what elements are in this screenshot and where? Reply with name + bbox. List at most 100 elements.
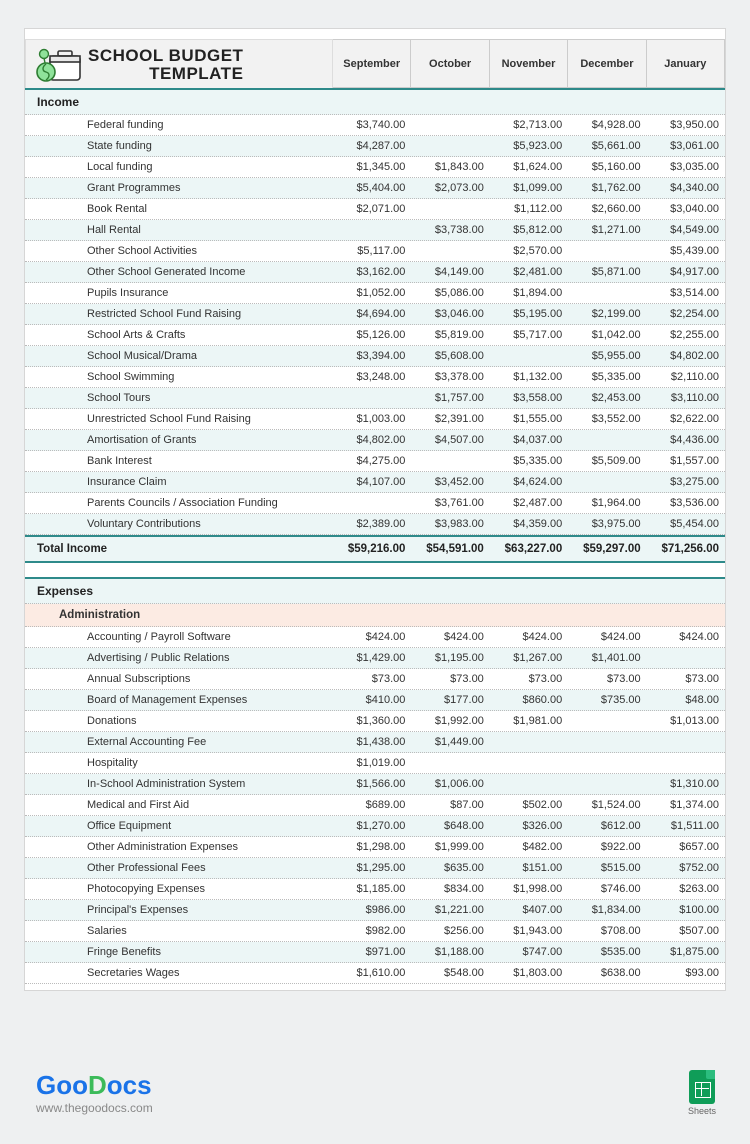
table-row: Federal funding$3,740.00$2,713.00$4,928.…: [25, 115, 725, 136]
cell: $73.00: [568, 669, 646, 689]
row-cells: $424.00$424.00$424.00$424.00$424.00: [333, 627, 725, 647]
table-row: Other School Activities$5,117.00$2,570.0…: [25, 241, 725, 262]
row-label: Principal's Expenses: [25, 900, 333, 920]
table-row: School Musical/Drama$3,394.00$5,608.00$5…: [25, 346, 725, 367]
row-cells: $982.00$256.00$1,943.00$708.00$507.00: [333, 921, 725, 941]
sheets-label: Sheets: [688, 1106, 716, 1116]
cell: $5,335.00: [490, 451, 568, 471]
expense-rows: Accounting / Payroll Software$424.00$424…: [25, 627, 725, 984]
cell: $73.00: [647, 669, 725, 689]
table-row: Other Professional Fees$1,295.00$635.00$…: [25, 858, 725, 879]
table-row: Salaries$982.00$256.00$1,943.00$708.00$5…: [25, 921, 725, 942]
row-cells: $1,345.00$1,843.00$1,624.00$5,160.00$3,0…: [333, 157, 725, 177]
table-row: Annual Subscriptions$73.00$73.00$73.00$7…: [25, 669, 725, 690]
row-cells: $5,117.00$2,570.00$5,439.00: [333, 241, 725, 261]
row-label: Photocopying Expenses: [25, 879, 333, 899]
table-row: Parents Councils / Association Funding$3…: [25, 493, 725, 514]
row-cells: $3,162.00$4,149.00$2,481.00$5,871.00$4,9…: [333, 262, 725, 282]
cell: $5,812.00: [490, 220, 568, 240]
cell: $4,917.00: [647, 262, 725, 282]
cell: $657.00: [647, 837, 725, 857]
cell: $3,035.00: [647, 157, 725, 177]
table-row: Pupils Insurance$1,052.00$5,086.00$1,894…: [25, 283, 725, 304]
table-row: School Tours$1,757.00$3,558.00$2,453.00$…: [25, 388, 725, 409]
section-gap: [25, 563, 725, 577]
table-row: Other School Generated Income$3,162.00$4…: [25, 262, 725, 283]
row-cells: $4,802.00$4,507.00$4,037.00$4,436.00: [333, 430, 725, 450]
cell: $982.00: [333, 921, 411, 941]
cell: $424.00: [490, 627, 568, 647]
row-cells: $4,694.00$3,046.00$5,195.00$2,199.00$2,2…: [333, 304, 725, 324]
cell: $2,391.00: [411, 409, 489, 429]
income-section-label: Income: [25, 90, 725, 115]
cell: $2,110.00: [647, 367, 725, 387]
row-cells: $5,126.00$5,819.00$5,717.00$1,042.00$2,2…: [333, 325, 725, 345]
row-label: Hall Rental: [25, 220, 333, 240]
row-label: Amortisation of Grants: [25, 430, 333, 450]
cell: $1,964.00: [568, 493, 646, 513]
row-label: Grant Programmes: [25, 178, 333, 198]
month-header: October: [411, 39, 489, 88]
cell: $2,622.00: [647, 409, 725, 429]
cell: $1,221.00: [411, 900, 489, 920]
cell: $635.00: [411, 858, 489, 878]
cell: $1,762.00: [568, 178, 646, 198]
cell: $100.00: [647, 900, 725, 920]
cell: $1,052.00: [333, 283, 411, 303]
title-cell: SCHOOL BUDGET TEMPLATE: [25, 39, 333, 88]
cell: $482.00: [490, 837, 568, 857]
cell: $151.00: [490, 858, 568, 878]
brand-logo: GooDocs: [36, 1071, 153, 1100]
cell: $1,013.00: [647, 711, 725, 731]
row-cells: $4,275.00$5,335.00$5,509.00$1,557.00: [333, 451, 725, 471]
cell: $5,195.00: [490, 304, 568, 324]
month-header: September: [333, 39, 411, 88]
cell: $5,923.00: [490, 136, 568, 156]
cell: $5,439.00: [647, 241, 725, 261]
row-label: Other School Activities: [25, 241, 333, 261]
cell: $1,374.00: [647, 795, 725, 815]
cell: $4,359.00: [490, 514, 568, 534]
table-row: Secretaries Wages$1,610.00$548.00$1,803.…: [25, 963, 725, 984]
cell: $2,453.00: [568, 388, 646, 408]
cell: [568, 430, 646, 450]
table-row: Photocopying Expenses$1,185.00$834.00$1,…: [25, 879, 725, 900]
cell: [568, 711, 646, 731]
cell: $424.00: [333, 627, 411, 647]
table-row: Office Equipment$1,270.00$648.00$326.00$…: [25, 816, 725, 837]
cell: $638.00: [568, 963, 646, 983]
cell: $3,983.00: [411, 514, 489, 534]
table-row: Fringe Benefits$971.00$1,188.00$747.00$5…: [25, 942, 725, 963]
cell: $5,661.00: [568, 136, 646, 156]
table-row: Unrestricted School Fund Raising$1,003.0…: [25, 409, 725, 430]
table-row: External Accounting Fee$1,438.00$1,449.0…: [25, 732, 725, 753]
cell: $507.00: [647, 921, 725, 941]
row-cells: $3,740.00$2,713.00$4,928.00$3,950.00: [333, 115, 725, 135]
cell: $1,803.00: [490, 963, 568, 983]
row-cells: $1,438.00$1,449.00: [333, 732, 725, 752]
row-label: Local funding: [25, 157, 333, 177]
table-row: Hall Rental$3,738.00$5,812.00$1,271.00$4…: [25, 220, 725, 241]
row-label: Federal funding: [25, 115, 333, 135]
cell: $5,160.00: [568, 157, 646, 177]
row-label: Salaries: [25, 921, 333, 941]
cell: $48.00: [647, 690, 725, 710]
row-cells: $1,566.00$1,006.00$1,310.00: [333, 774, 725, 794]
row-cells: $2,389.00$3,983.00$4,359.00$3,975.00$5,4…: [333, 514, 725, 534]
briefcase-money-icon: [36, 44, 82, 86]
row-cells: $1,052.00$5,086.00$1,894.00$3,514.00: [333, 283, 725, 303]
cell: [490, 346, 568, 366]
cell: $1,894.00: [490, 283, 568, 303]
table-row: Grant Programmes$5,404.00$2,073.00$1,099…: [25, 178, 725, 199]
cell: $4,928.00: [568, 115, 646, 135]
cell: $3,378.00: [411, 367, 489, 387]
row-cells: $1,360.00$1,992.00$1,981.00$1,013.00: [333, 711, 725, 731]
cell: $4,436.00: [647, 430, 725, 450]
cell: $326.00: [490, 816, 568, 836]
cell: [568, 472, 646, 492]
cell: $1,195.00: [411, 648, 489, 668]
cell: $4,624.00: [490, 472, 568, 492]
cell: $4,802.00: [333, 430, 411, 450]
cell: [333, 220, 411, 240]
cell: $689.00: [333, 795, 411, 815]
